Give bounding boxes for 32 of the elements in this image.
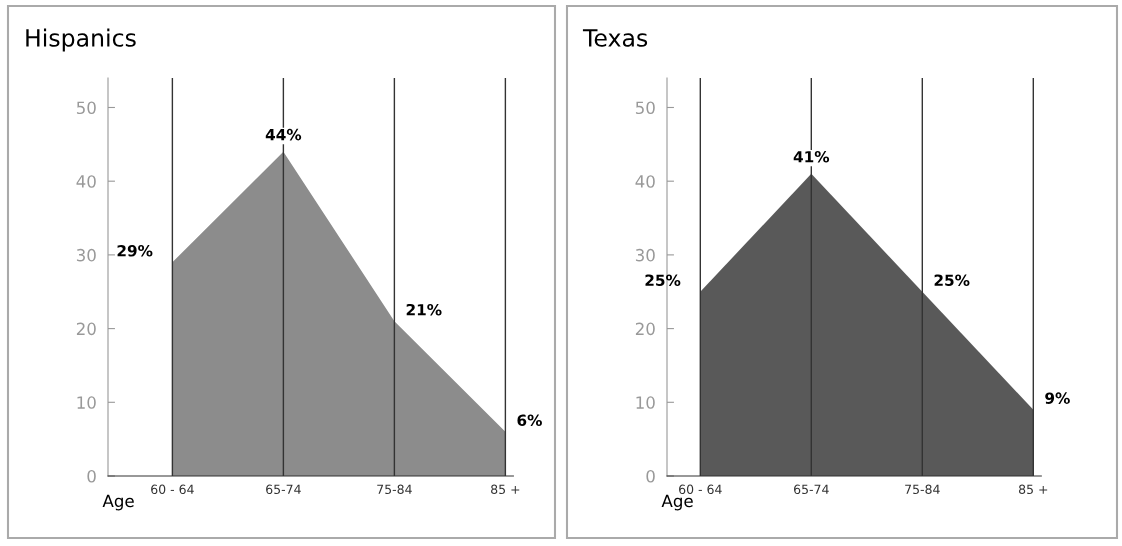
y-tick-label: 50 [635, 101, 655, 115]
text: 41% [793, 150, 830, 163]
x-tick-label: 65-74 [794, 484, 829, 495]
y-tick-label: 30 [635, 248, 655, 262]
y-tick-label: 20 [76, 322, 96, 336]
x-tick-label: 60 - 64 [151, 484, 194, 495]
y-tick-label: 0 [646, 469, 655, 483]
text: 29% [117, 244, 153, 257]
x-tick-label: 85 + [491, 484, 520, 495]
x-tick-label: 65-74 [266, 484, 301, 495]
y-tick-label: 20 [635, 322, 655, 336]
x-tick-label: 60 - 64 [679, 484, 722, 495]
y-tick-label: 30 [76, 248, 96, 262]
x-tick-label: 75-84 [377, 484, 412, 495]
y-tick-label: 50 [76, 101, 96, 115]
text: 25% [934, 274, 970, 286]
text: 25% [645, 274, 681, 286]
text: 6% [517, 414, 542, 427]
chart-title: Hispanics [26, 28, 136, 52]
chart-title: Texas [582, 29, 648, 47]
text: 21% [406, 303, 442, 316]
y-tick-label: 0 [87, 469, 96, 483]
x-tick-label: 85 + [1018, 484, 1048, 495]
text: 44% [265, 128, 302, 141]
x-axis-title: Age [102, 494, 134, 511]
x-axis-title: Age [661, 494, 693, 511]
y-tick-label: 10 [636, 396, 655, 409]
y-tick-label: 40 [635, 175, 655, 188]
y-tick-label: 10 [77, 396, 96, 409]
y-tick-label: 40 [76, 175, 96, 188]
text: 9% [1045, 392, 1070, 404]
x-tick-label: 75-84 [905, 484, 940, 495]
